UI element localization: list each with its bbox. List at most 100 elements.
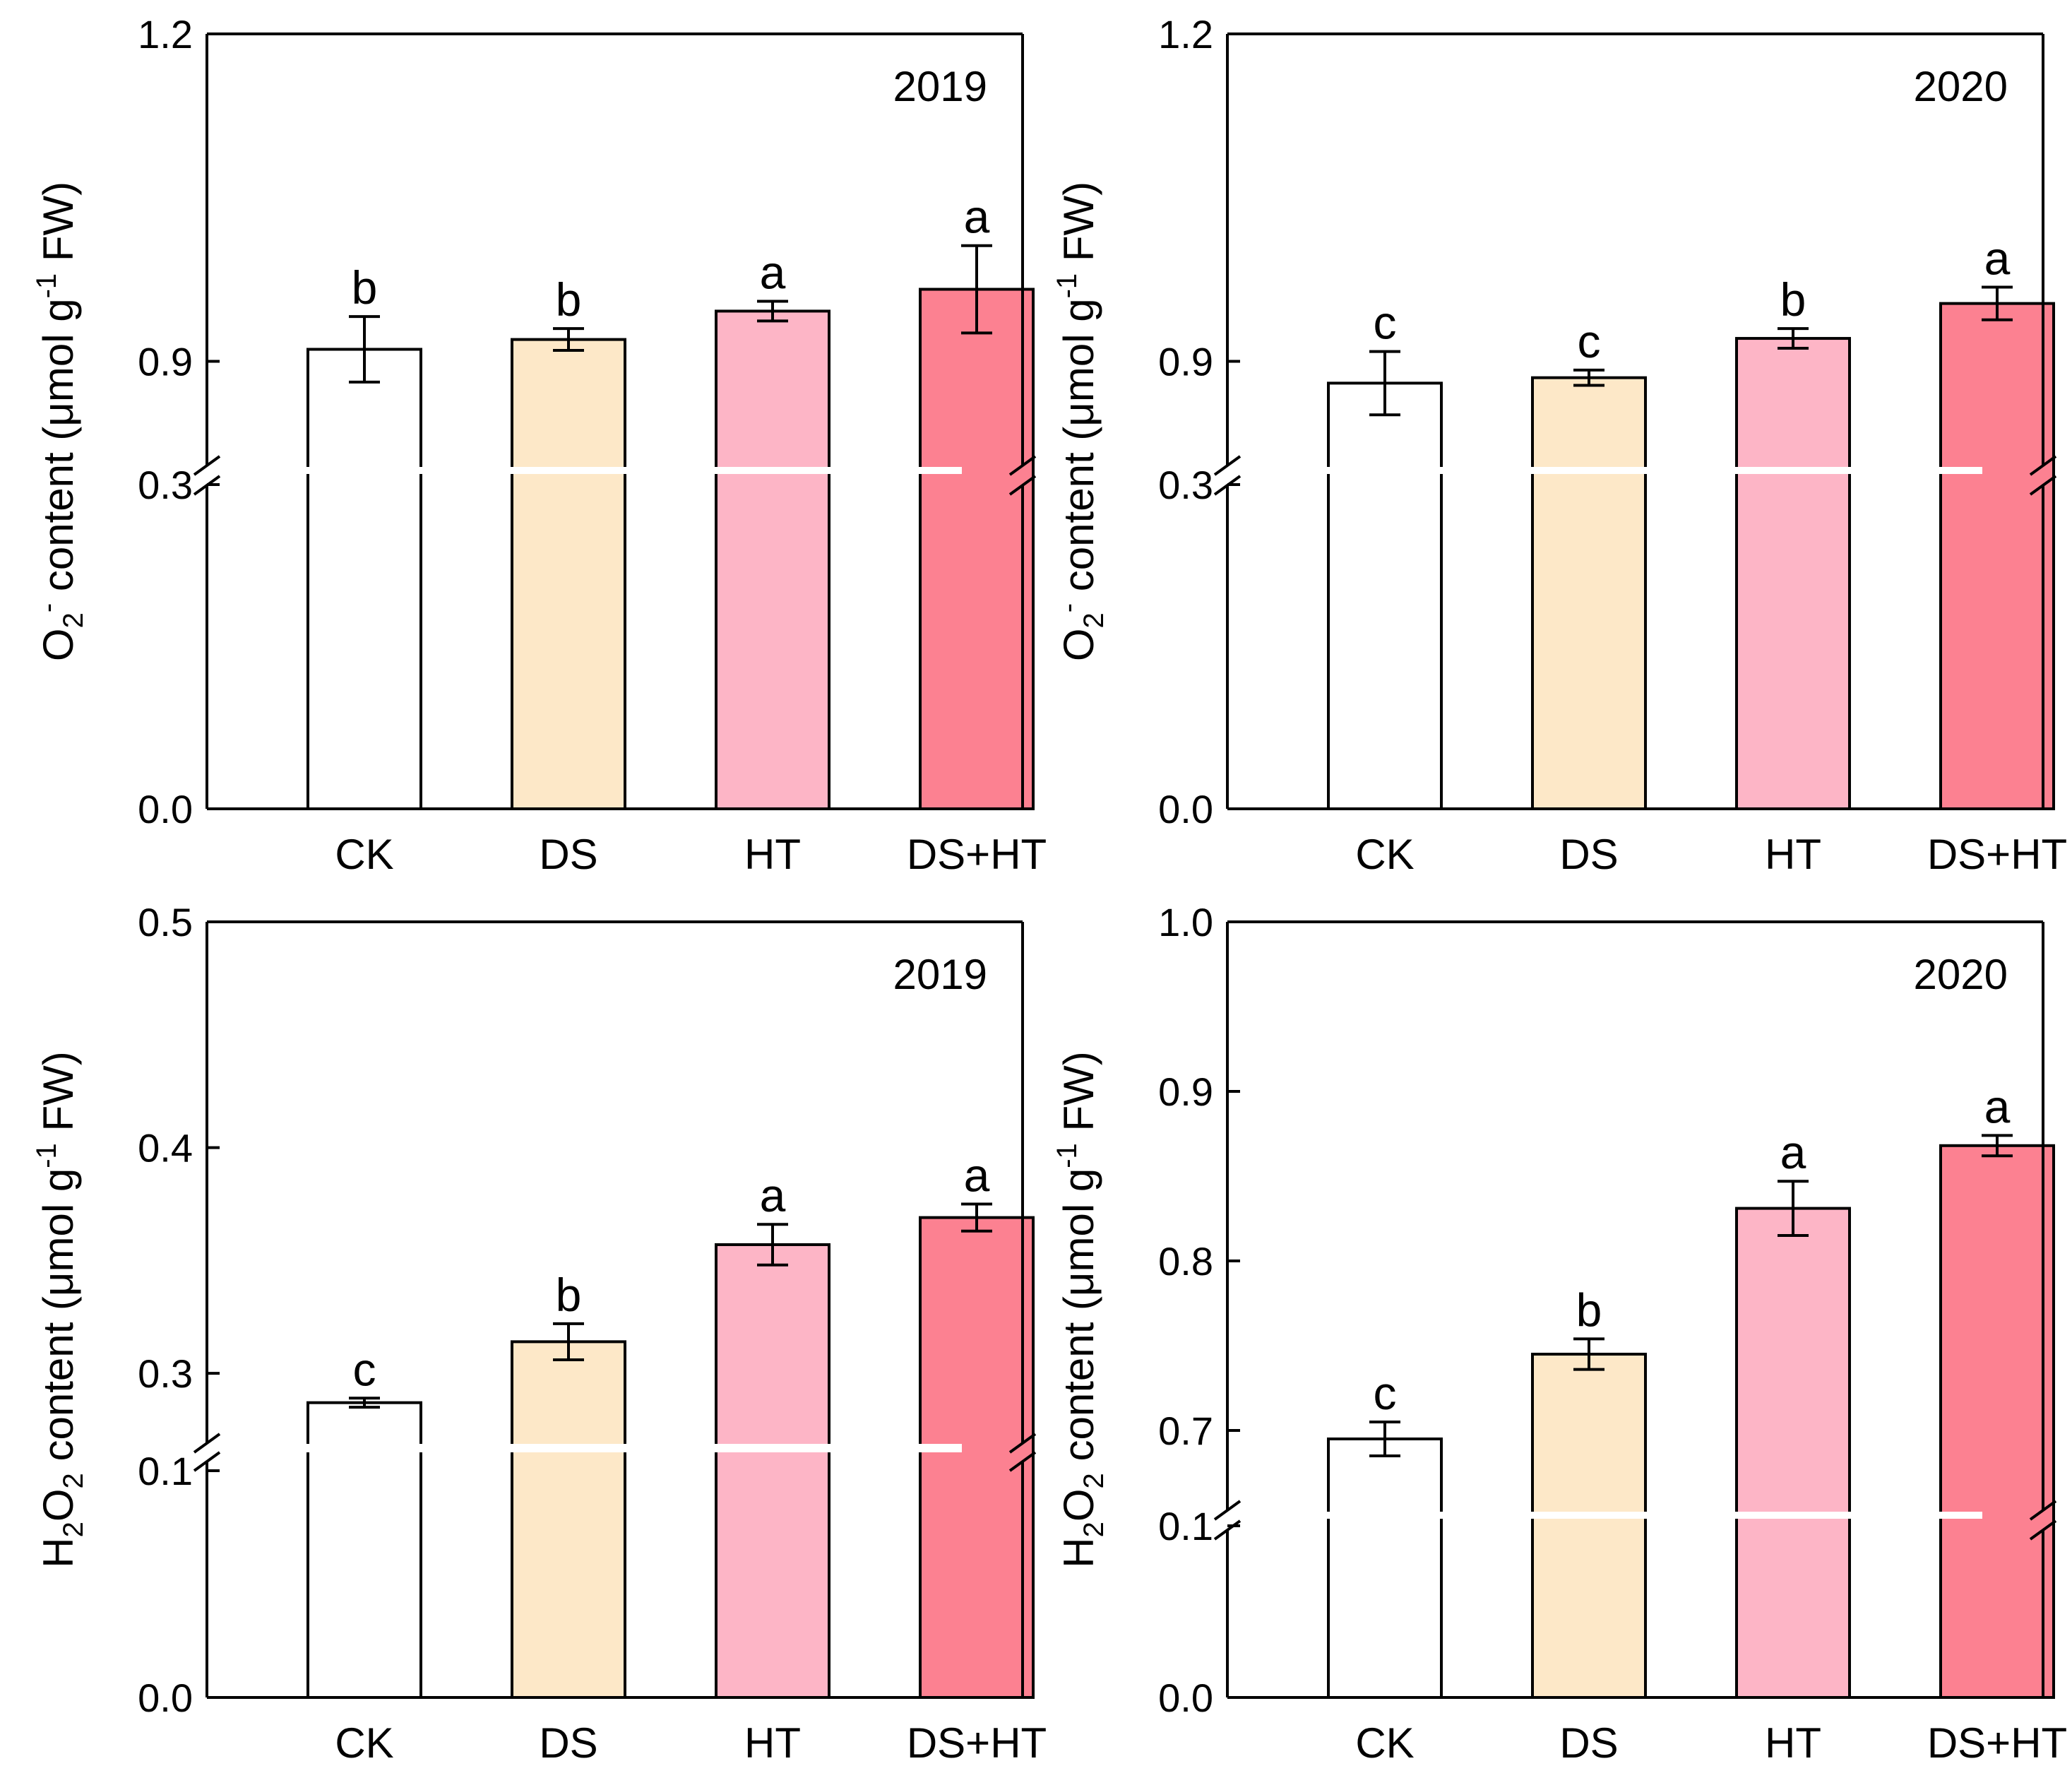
x-tick-label-ds: DS	[1559, 1719, 1618, 1767]
bar-ds-ht	[1939, 1144, 2055, 1700]
y-tick-label: 0.9	[1158, 1069, 1213, 1114]
break-slash-upper	[1213, 455, 1242, 476]
x-tick-label-ht: HT	[744, 831, 801, 878]
y-tick-label: 0.3	[138, 1351, 193, 1396]
significance-letter-ck: c	[353, 1343, 376, 1395]
y-label-unit-end: FW)	[35, 182, 82, 273]
y-axis-label: O2- content (μmol g-1 FW)	[1052, 182, 1109, 661]
axis-break-gap	[1324, 467, 1982, 474]
y-axis-label: H2O2 content (μmol g-1 FW)	[1052, 1051, 1109, 1567]
error-bar-ht	[757, 300, 788, 323]
bar-ck	[1327, 381, 1443, 810]
y-tick-label: 0.0	[1158, 1676, 1213, 1720]
y-tick-label: 0.1	[1158, 1504, 1213, 1548]
significance-letter-ds-ht: a	[1984, 1080, 2011, 1132]
error-bar-ck	[349, 315, 380, 384]
significance-letter-ds: b	[556, 273, 582, 326]
error-bar-ds	[553, 327, 584, 352]
bar-ck	[1327, 1438, 1443, 1699]
x-tick-label-ds: DS	[539, 831, 597, 878]
y-tick-label: 0.5	[138, 900, 193, 944]
y-tick-label: 0.1	[138, 1449, 193, 1493]
break-slash-upper	[193, 455, 221, 476]
x-tick-label-ht: HT	[1765, 1719, 1821, 1767]
y-label-main: O	[35, 628, 82, 661]
y-label-main: H	[35, 1537, 82, 1567]
axis-break-gap	[304, 467, 962, 474]
y-label-main: H	[1055, 1537, 1102, 1567]
y-label-subscript: 2	[1078, 1522, 1109, 1537]
error-bar-ds	[1573, 368, 1604, 387]
y-label-main: O	[1055, 628, 1102, 661]
error-bar-ht	[1778, 327, 1809, 350]
y-label-text: content (μmol g	[35, 298, 82, 603]
significance-letter-ck: c	[1374, 1367, 1397, 1419]
bar-ds	[511, 338, 626, 811]
x-tick-label-ds-ht: DS+HT	[1927, 831, 2067, 878]
y-label-subscript: 2	[58, 612, 89, 628]
x-tick-label-ck: CK	[335, 831, 393, 878]
y-label-superscript: -	[32, 603, 64, 612]
y-label-unit-superscript: -1	[1052, 1143, 1083, 1168]
x-tick-label-ds-ht: DS+HT	[907, 831, 1047, 878]
significance-letter-ht: a	[760, 247, 786, 299]
error-bar-ds	[1573, 1337, 1604, 1371]
axis-break-mark-left	[1213, 1500, 1242, 1541]
axis-break-mark-right	[2029, 1500, 2057, 1541]
break-slash-upper	[2029, 455, 2057, 476]
y-label-main2: O	[1055, 1488, 1102, 1522]
significance-letter-ds: b	[556, 1269, 582, 1321]
x-tick-label-ck: CK	[1355, 1719, 1414, 1767]
error-bar-ck	[349, 1397, 380, 1409]
year-label: 2020	[1914, 63, 2008, 110]
y-label-text: content (μmol g	[1055, 298, 1102, 603]
bar-ds	[1531, 376, 1647, 810]
bar-ds-ht	[919, 288, 1035, 810]
break-slash-upper	[1008, 1433, 1037, 1454]
error-bar-ds-ht	[961, 244, 992, 335]
break-slash-upper	[2029, 1500, 2057, 1521]
y-label-subscript2: 2	[58, 1473, 89, 1488]
y-tick-label: 0.3	[138, 463, 193, 507]
bar-ds-ht	[919, 1216, 1035, 1700]
year-label: 2020	[1914, 951, 2008, 998]
y-label-subscript2: 2	[1078, 1473, 1109, 1488]
break-slash-lower	[1008, 475, 1037, 496]
error-bar-ck	[1369, 1421, 1400, 1457]
y-tick-label: 0.3	[1158, 463, 1213, 507]
y-label-unit-superscript: -1	[31, 1143, 62, 1168]
bar-ht	[1735, 337, 1851, 810]
y-label-subscript: 2	[58, 1522, 89, 1537]
error-bar-ds-ht	[1982, 285, 2013, 321]
error-bar-ds	[553, 1322, 584, 1361]
bar-ds	[1531, 1353, 1647, 1699]
x-tick-label-ds-ht: DS+HT	[907, 1719, 1047, 1767]
significance-letter-ds-ht: a	[1984, 232, 2011, 284]
x-tick-label-ck: CK	[1355, 831, 1414, 878]
y-label-main2: O	[35, 1488, 82, 1522]
significance-letter-ds-ht: a	[964, 1149, 990, 1201]
bar-ck	[306, 348, 422, 810]
x-tick-label-ht: HT	[1765, 831, 1821, 878]
error-bar-ds-ht	[961, 1202, 992, 1233]
bar-ht	[715, 1243, 830, 1699]
y-label-subscript: 2	[1078, 612, 1109, 628]
axis-break-mark-right	[1008, 455, 1037, 496]
y-axis-label: H2O2 content (μmol g-1 FW)	[31, 1051, 89, 1567]
year-label: 2019	[893, 63, 987, 110]
error-bar-ht	[757, 1223, 788, 1267]
y-tick-label: 0.4	[138, 1126, 193, 1170]
bar-ht	[1735, 1207, 1851, 1699]
y-label-unit-superscript: -1	[31, 273, 62, 299]
significance-letter-ht: a	[1780, 1126, 1806, 1178]
error-bar-ht	[1778, 1180, 1809, 1237]
y-tick-label: 0.7	[1158, 1409, 1213, 1453]
y-label-unit-end: FW)	[1055, 182, 1102, 273]
significance-letter-ht: b	[1780, 273, 1806, 326]
y-tick-label: 1.2	[138, 12, 193, 57]
break-slash-lower	[1008, 1451, 1037, 1472]
y-tick-label: 0.0	[1158, 787, 1213, 831]
y-label-text: content (μmol g	[1055, 1168, 1102, 1473]
